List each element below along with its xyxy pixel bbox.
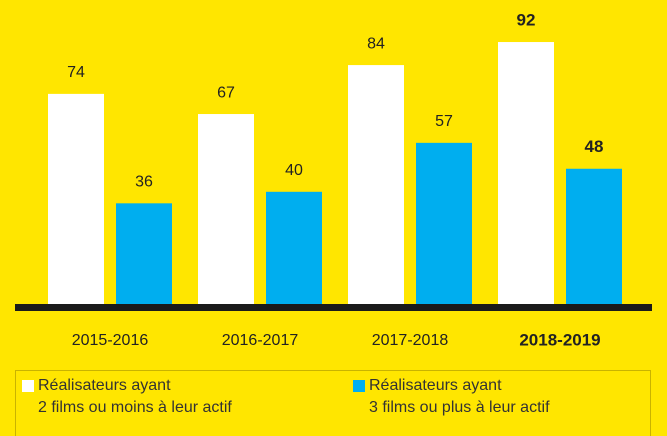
bar (348, 65, 404, 307)
value-label: 36 (135, 174, 153, 191)
x-tick-label: 2018-2019 (519, 330, 600, 349)
bar (116, 203, 172, 307)
value-label: 57 (435, 113, 453, 130)
value-label: 74 (67, 64, 85, 81)
value-label: 92 (517, 11, 536, 30)
legend-item: Réalisateurs ayant 2 films ou moins à le… (22, 375, 232, 419)
bar (566, 168, 622, 307)
bar (498, 42, 554, 307)
value-label: 48 (585, 137, 604, 156)
x-tick-label: 2016-2017 (222, 332, 299, 349)
value-label: 40 (285, 162, 303, 179)
legend-item: Réalisateurs ayant 3 films ou plus à leu… (353, 375, 550, 419)
bar (48, 93, 104, 307)
x-tick-label: 2015-2016 (72, 332, 149, 349)
legend-swatch (353, 380, 365, 392)
baseline (15, 304, 652, 311)
value-label: 84 (367, 35, 385, 52)
legend-label: Réalisateurs ayant 2 films ou moins à le… (38, 377, 232, 416)
value-label: 67 (217, 84, 235, 101)
x-tick-label: 2017-2018 (372, 332, 449, 349)
legend-label: Réalisateurs ayant 3 films ou plus à leu… (369, 377, 550, 416)
legend: Réalisateurs ayant 2 films ou moins à le… (15, 370, 651, 436)
bar (266, 191, 322, 307)
bar (198, 114, 254, 307)
bar (416, 142, 472, 307)
legend-swatch (22, 380, 34, 392)
